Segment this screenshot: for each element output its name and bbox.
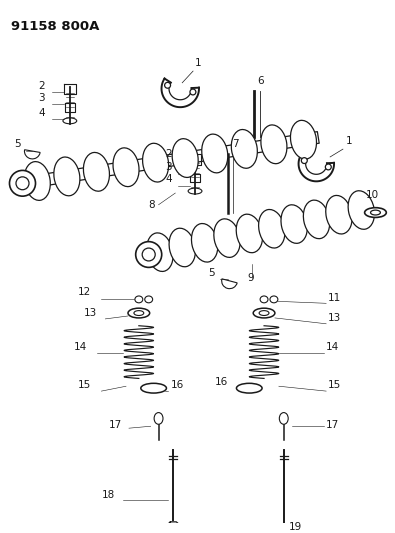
Text: 16: 16 (215, 377, 228, 387)
Circle shape (301, 158, 307, 164)
Ellipse shape (365, 208, 386, 217)
Polygon shape (272, 527, 295, 533)
Ellipse shape (141, 383, 166, 393)
Text: 3: 3 (38, 93, 45, 103)
Circle shape (16, 177, 29, 190)
Circle shape (325, 164, 331, 170)
Ellipse shape (145, 296, 152, 303)
Ellipse shape (24, 161, 50, 200)
Ellipse shape (236, 214, 263, 253)
Ellipse shape (231, 130, 258, 168)
Ellipse shape (188, 188, 202, 194)
Text: 91158 800A: 91158 800A (11, 20, 99, 34)
Ellipse shape (290, 120, 316, 159)
Ellipse shape (270, 296, 278, 303)
Text: 1: 1 (195, 58, 202, 68)
Text: 9: 9 (247, 273, 254, 283)
Circle shape (9, 171, 36, 196)
Wedge shape (24, 150, 40, 159)
Text: 10: 10 (366, 190, 379, 200)
Ellipse shape (83, 152, 109, 191)
Circle shape (142, 248, 155, 261)
Text: 5: 5 (15, 139, 21, 149)
Ellipse shape (143, 143, 169, 182)
Ellipse shape (214, 219, 240, 257)
Ellipse shape (113, 148, 139, 187)
Ellipse shape (154, 413, 163, 424)
Ellipse shape (279, 413, 288, 424)
Text: 3: 3 (166, 161, 172, 172)
Text: 19: 19 (289, 522, 302, 531)
Text: 12: 12 (78, 287, 91, 297)
Text: 14: 14 (326, 342, 339, 352)
Polygon shape (162, 522, 185, 530)
Text: 11: 11 (328, 293, 341, 303)
Text: 17: 17 (109, 420, 122, 430)
Ellipse shape (192, 223, 218, 262)
Circle shape (135, 241, 162, 268)
Ellipse shape (202, 134, 228, 173)
Text: 14: 14 (74, 342, 87, 352)
Text: 6: 6 (257, 76, 264, 86)
Ellipse shape (169, 228, 196, 266)
Ellipse shape (303, 200, 330, 239)
Ellipse shape (261, 125, 287, 164)
Ellipse shape (253, 308, 275, 318)
Text: 13: 13 (84, 308, 97, 318)
Text: 13: 13 (328, 313, 341, 323)
Ellipse shape (63, 118, 77, 124)
Wedge shape (222, 279, 237, 289)
Ellipse shape (259, 209, 285, 248)
Text: 8: 8 (149, 200, 155, 209)
Text: 2: 2 (166, 149, 172, 159)
Ellipse shape (128, 308, 150, 318)
Ellipse shape (147, 233, 173, 271)
Circle shape (190, 89, 196, 95)
Ellipse shape (371, 210, 380, 215)
Text: 15: 15 (78, 380, 91, 390)
Ellipse shape (54, 157, 80, 196)
Ellipse shape (172, 139, 198, 177)
Text: 1: 1 (346, 136, 352, 146)
Text: 17: 17 (326, 420, 339, 430)
Text: 15: 15 (328, 380, 341, 390)
Text: 7: 7 (233, 139, 239, 149)
Ellipse shape (260, 296, 268, 303)
Ellipse shape (135, 296, 143, 303)
Text: 4: 4 (38, 108, 45, 118)
Ellipse shape (281, 205, 307, 244)
Text: 2: 2 (38, 80, 45, 91)
Text: 5: 5 (208, 268, 214, 278)
Ellipse shape (134, 311, 144, 316)
Ellipse shape (237, 383, 262, 393)
Ellipse shape (326, 196, 352, 234)
Circle shape (165, 83, 171, 88)
Text: 4: 4 (166, 174, 172, 184)
Text: 18: 18 (102, 490, 115, 500)
Text: 16: 16 (170, 380, 184, 390)
Ellipse shape (348, 191, 374, 229)
Ellipse shape (259, 311, 269, 316)
